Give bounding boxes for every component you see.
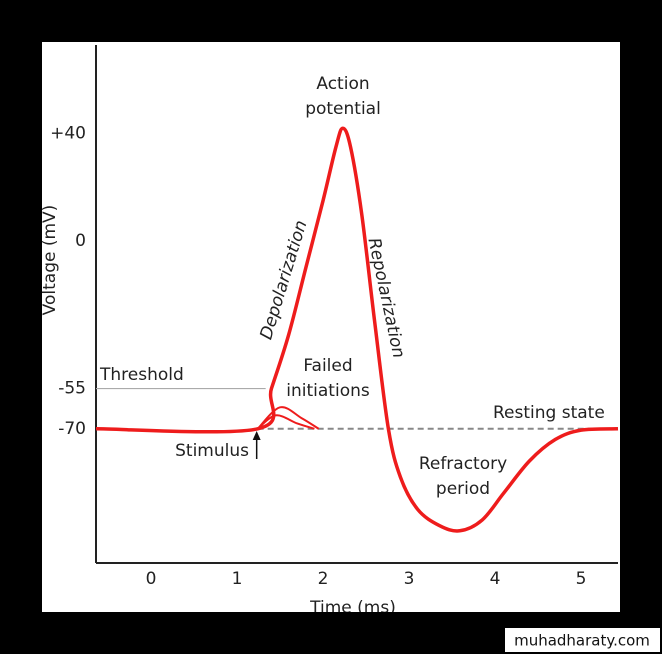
x-tick-label: 1 (232, 569, 243, 589)
y-tick-label: -55 (58, 379, 86, 399)
watermark-box (505, 628, 660, 652)
y-tick-label: 0 (75, 231, 86, 251)
annotation: Stimulus (175, 441, 249, 461)
panel (42, 42, 620, 612)
watermark: muhadharaty.com (514, 632, 650, 650)
failed-initiation-curve (257, 414, 315, 430)
annotation: Refractory (419, 454, 507, 474)
action-potential-curve (95, 126, 619, 533)
annotation: period (436, 479, 490, 499)
y-tick-label: -70 (58, 419, 86, 439)
annotation: Resting state (493, 403, 605, 423)
annotation: initiations (286, 381, 370, 401)
annotation: Failed (303, 356, 352, 376)
stimulus-arrowhead (252, 431, 261, 440)
y-tick-label: +40 (50, 124, 86, 144)
y-axis-label: Voltage (mV) (40, 205, 60, 316)
annotation: potential (305, 99, 381, 119)
annotation: Threshold (99, 365, 184, 385)
failed-initiation-curve (256, 406, 320, 430)
x-tick-label: 2 (318, 569, 329, 589)
annotation: Action (316, 74, 369, 94)
x-tick-label: 5 (576, 569, 587, 589)
x-axis-label: Time (ms) (309, 598, 396, 618)
x-tick-label: 0 (146, 569, 157, 589)
x-tick-label: 3 (404, 569, 415, 589)
x-tick-label: 4 (490, 569, 501, 589)
